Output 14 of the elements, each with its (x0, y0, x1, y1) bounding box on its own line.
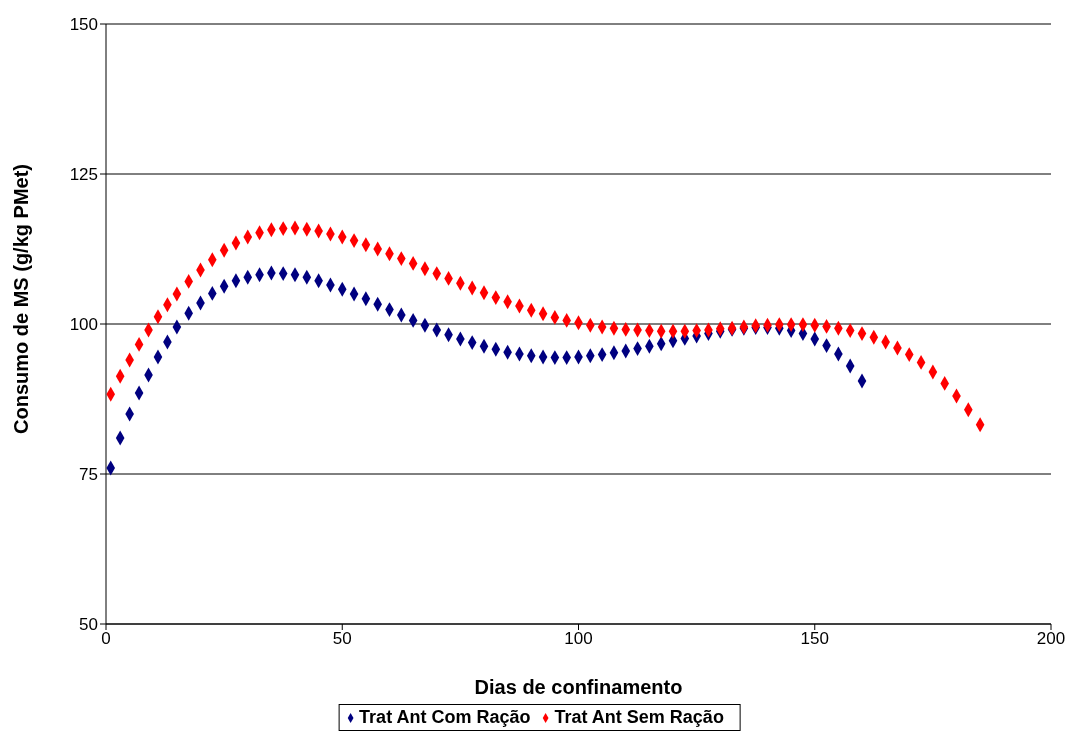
x-tick-label: 50 (332, 629, 352, 649)
y-tick-label: 75 (79, 465, 98, 485)
y-tick-label: 100 (69, 315, 98, 335)
legend-label: Trat Ant Sem Ração (554, 707, 724, 727)
x-tick-label: 100 (564, 629, 593, 649)
y-tick-label: 125 (69, 165, 98, 185)
x-tick-label: 0 (101, 629, 111, 649)
y-tick-label: 150 (69, 15, 98, 35)
x-tick-label: 200 (1036, 629, 1066, 649)
y-tick-label: 50 (79, 615, 98, 635)
legend-label: Trat Ant Com Ração (359, 707, 531, 727)
x-tick-label: 150 (800, 629, 829, 649)
y-axis-title: Consumo de MS (g/kg PMet) (10, 164, 33, 434)
x-axis-title: Dias de confinamento (474, 676, 683, 698)
